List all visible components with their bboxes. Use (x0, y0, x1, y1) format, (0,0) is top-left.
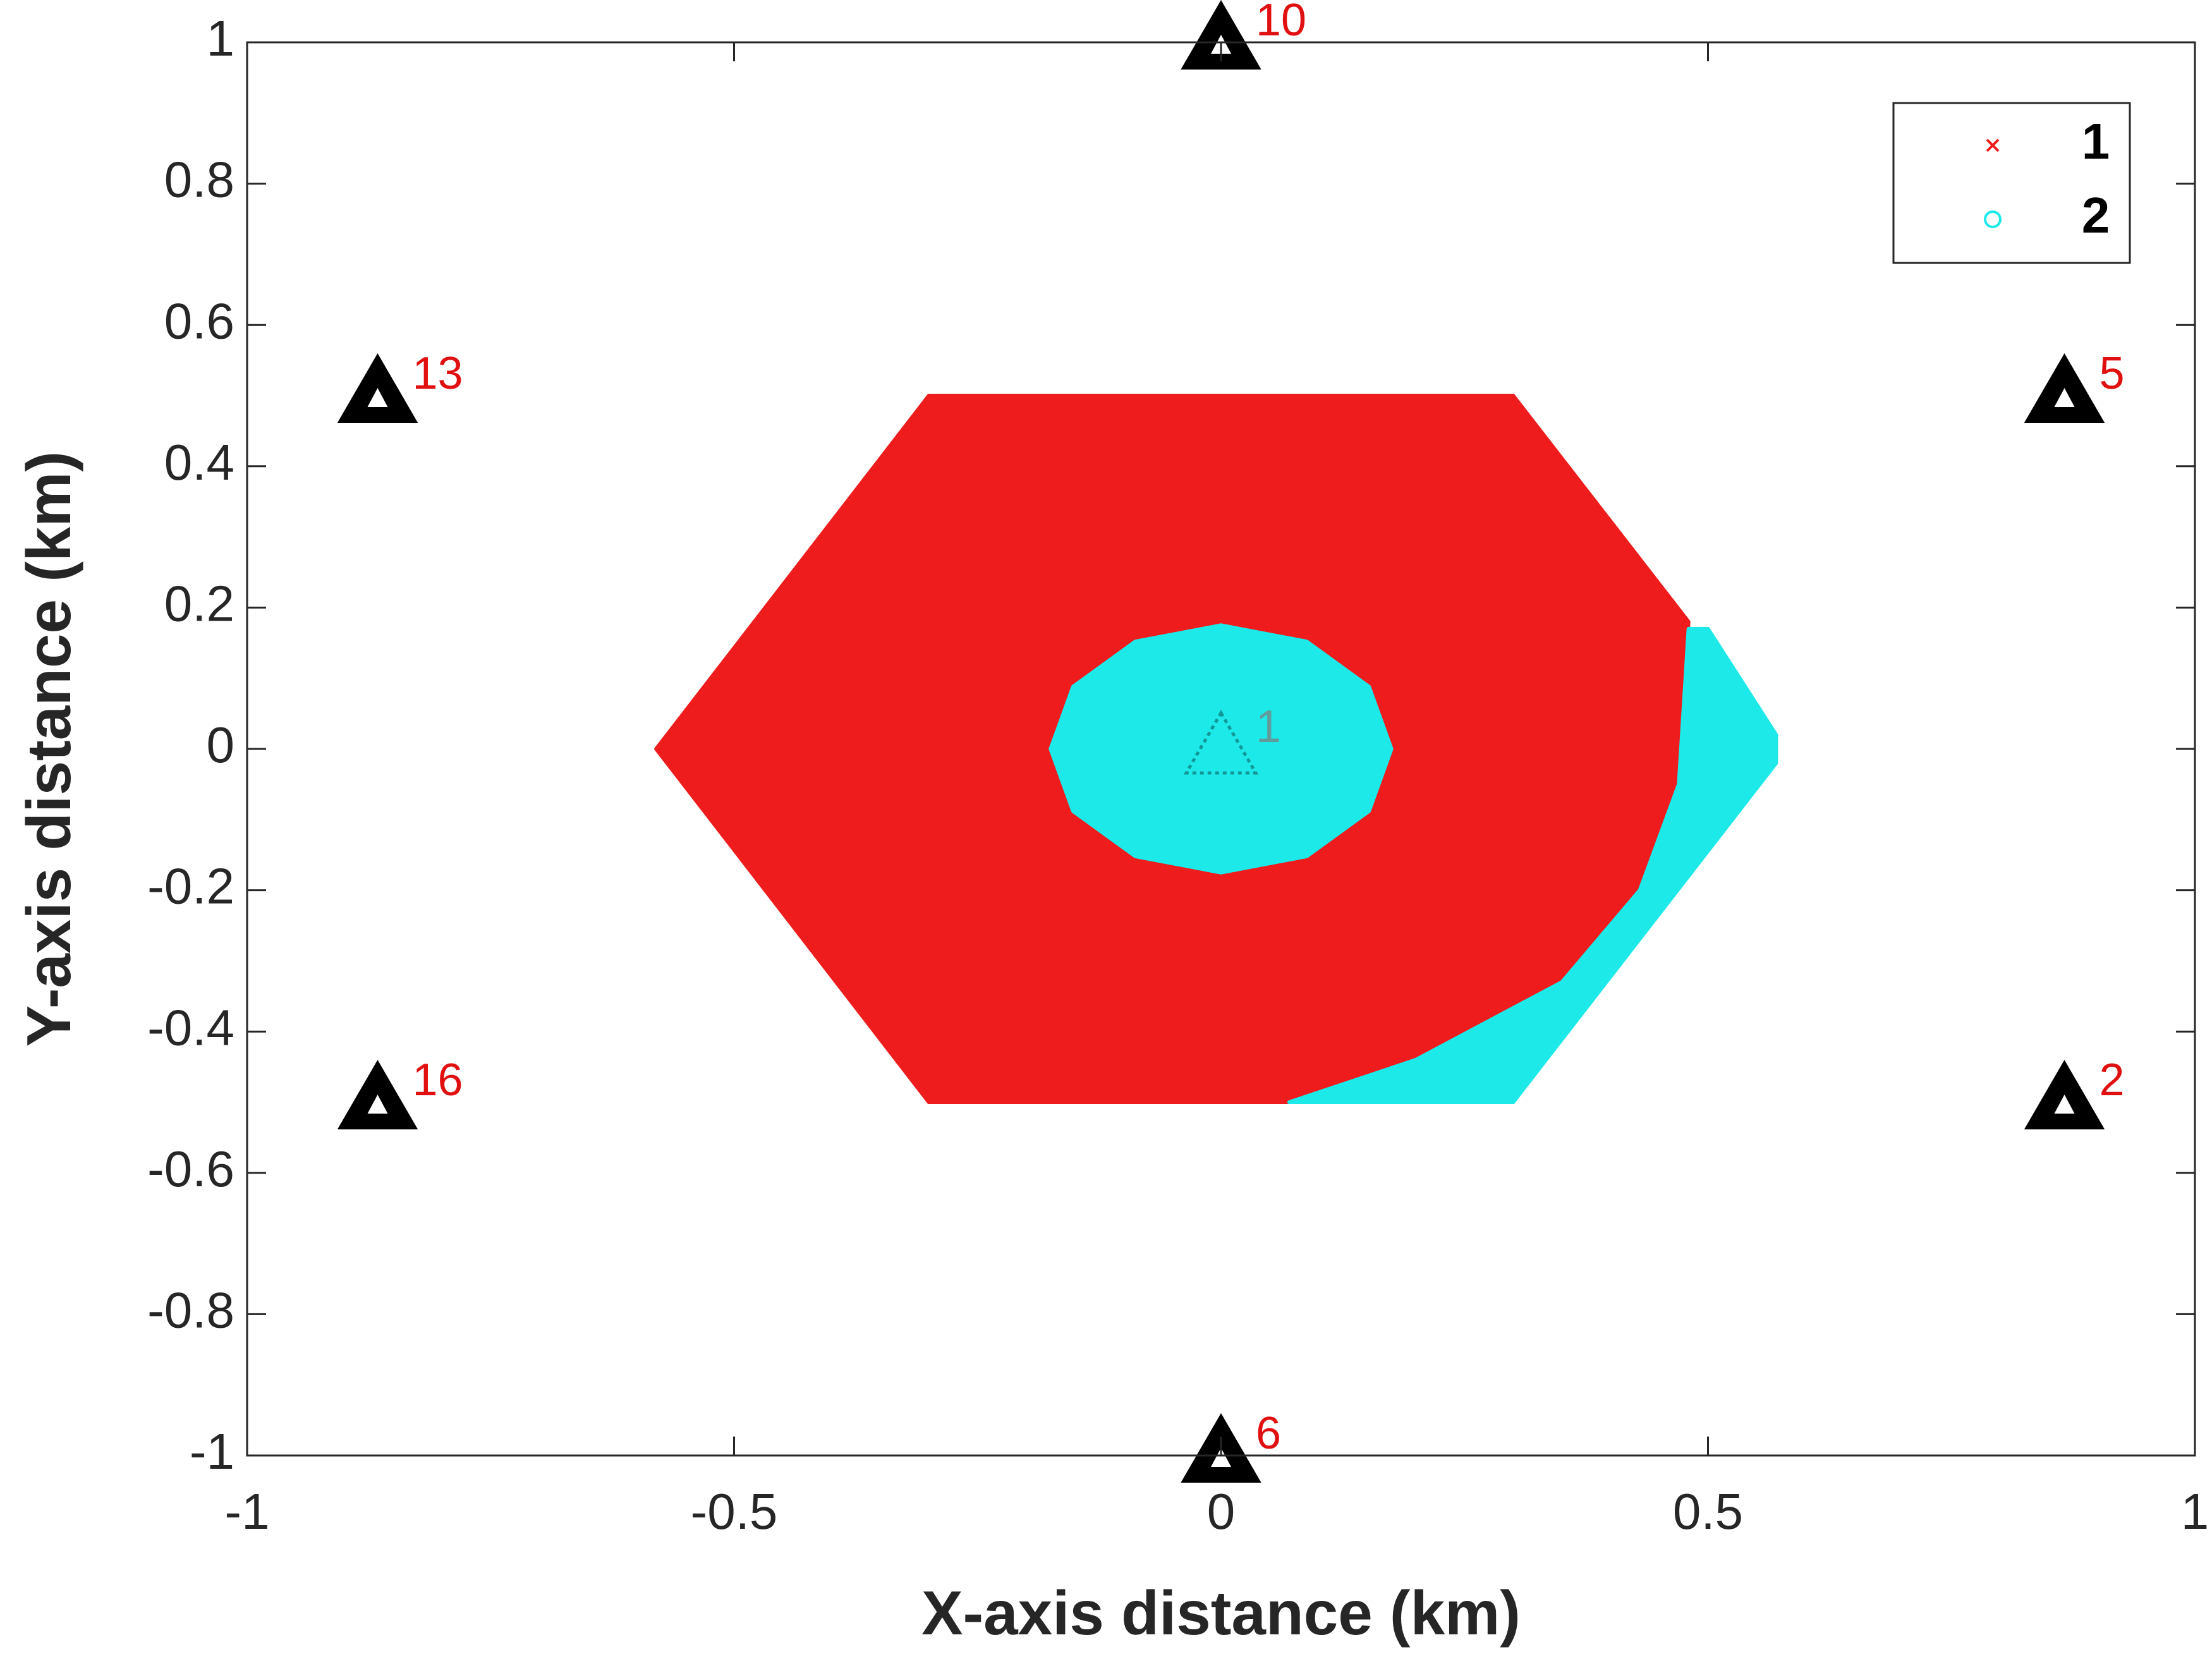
station: 5 (2024, 348, 2125, 423)
station-label: 2 (2100, 1055, 2125, 1105)
station-label: 6 (1256, 1408, 1281, 1459)
y-tick-label: 0.4 (164, 434, 234, 490)
legend-marker (1986, 138, 2000, 152)
y-tick-label: 0.2 (164, 576, 234, 632)
station-label: 10 (1256, 0, 1306, 46)
station-inner (367, 1095, 388, 1114)
station: 2 (2024, 1055, 2125, 1129)
y-tick-label: 1 (207, 10, 235, 66)
station-label: 1 (1256, 702, 1281, 752)
x-axis-label: X-axis distance (km) (921, 1578, 1521, 1648)
y-tick-label: 0 (207, 717, 235, 773)
x-tick-label: -0.5 (691, 1483, 778, 1540)
station-inner (2054, 388, 2075, 407)
station-label: 5 (2100, 348, 2125, 399)
x-tick-label: 0 (1207, 1483, 1236, 1540)
y-tick-label: -0.4 (147, 999, 234, 1055)
legend-box (1892, 102, 2131, 264)
legend-label: 2 (2082, 187, 2110, 243)
x-tick-label: 1 (2181, 1483, 2209, 1540)
data-region (1048, 623, 1778, 1104)
station: 10 (1181, 0, 1306, 70)
y-tick-label: -0.2 (147, 858, 234, 915)
legend-marker (1984, 210, 2002, 228)
station-label: 16 (412, 1055, 463, 1105)
y-tick-label: -0.8 (147, 1282, 234, 1339)
station-inner (1211, 1448, 1231, 1467)
legend-label: 1 (2082, 113, 2110, 169)
station-inner (367, 388, 388, 407)
station-label: 13 (412, 348, 463, 399)
y-axis-label: Y-axis distance (km) (14, 451, 83, 1047)
station-inner (2054, 1095, 2075, 1114)
y-tick-label: 0.8 (164, 152, 234, 208)
station: 16 (337, 1055, 463, 1129)
y-tick-label: 0.6 (164, 293, 234, 349)
y-tick-label: -0.6 (147, 1141, 234, 1197)
y-tick-label: -1 (190, 1423, 234, 1480)
x-tick-label: 0.5 (1673, 1483, 1743, 1540)
station: 13 (337, 348, 463, 423)
x-tick-label: -1 (224, 1483, 269, 1540)
station: 1 (1183, 702, 1281, 775)
